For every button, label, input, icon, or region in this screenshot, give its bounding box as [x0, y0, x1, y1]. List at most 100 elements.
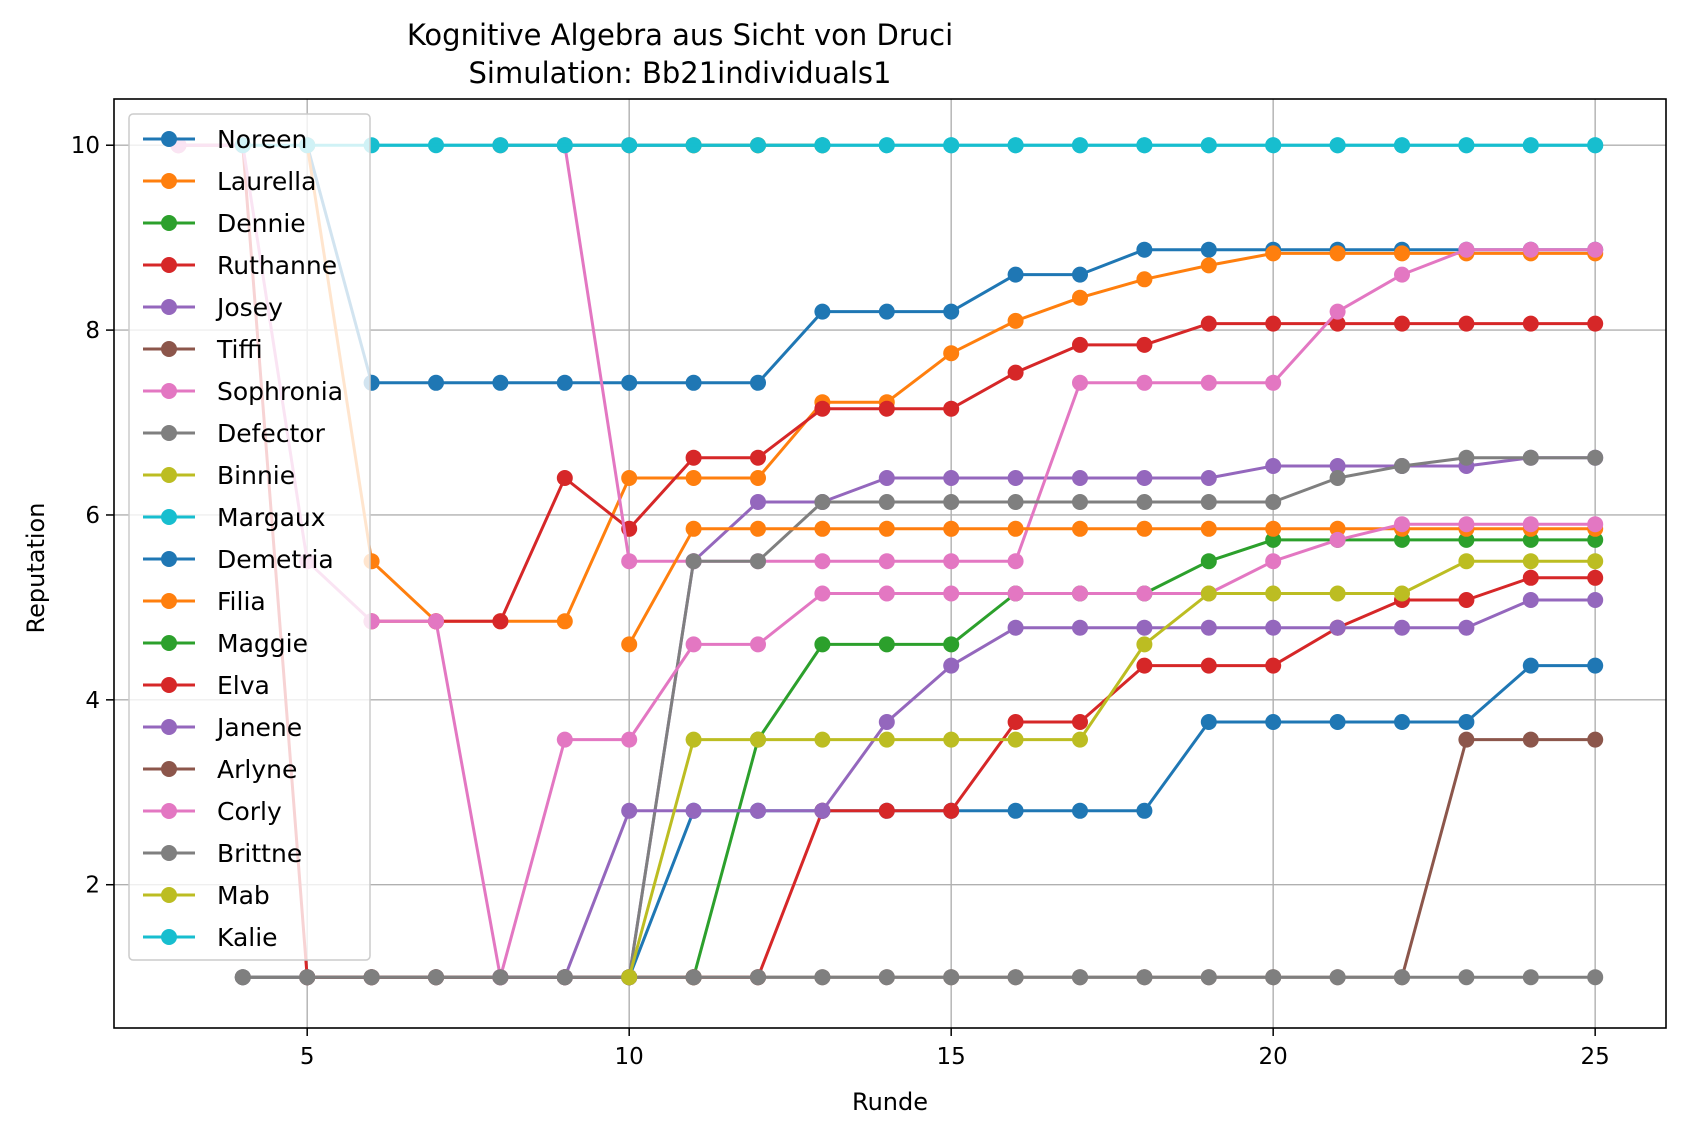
legend-label: Margaux	[217, 503, 326, 532]
data-point	[1522, 592, 1539, 608]
legend-label: Janene	[215, 713, 302, 742]
data-point	[1007, 585, 1024, 602]
data-point	[1265, 585, 1282, 602]
data-point	[814, 731, 831, 748]
series-janene	[492, 592, 1604, 986]
data-point	[621, 731, 638, 748]
data-point	[1587, 569, 1604, 586]
data-point	[1200, 137, 1217, 154]
x-tick-label: 15	[937, 1044, 966, 1070]
data-point	[1200, 257, 1217, 274]
legend-label: Josey	[215, 293, 283, 322]
data-point	[1136, 336, 1153, 353]
legend-marker	[161, 635, 177, 651]
data-point	[878, 520, 895, 537]
data-point	[1522, 241, 1539, 258]
legend-label: Filia	[217, 587, 266, 616]
legend-label: Mab	[217, 881, 270, 910]
legend-entry: Noreen	[143, 125, 307, 154]
data-point	[1329, 714, 1346, 730]
data-point	[750, 553, 766, 570]
data-point	[1136, 137, 1153, 154]
legend-label: Kalie	[217, 923, 278, 952]
data-point	[1072, 336, 1088, 353]
data-point	[1007, 470, 1024, 486]
data-point	[428, 613, 444, 630]
data-point	[1072, 289, 1088, 306]
data-point	[878, 636, 895, 653]
legend-marker	[161, 761, 177, 777]
legend-entry: Dennie	[143, 209, 306, 238]
data-point	[814, 303, 831, 320]
data-point	[1007, 312, 1024, 329]
series-layer	[170, 137, 1604, 986]
legend-label: Elva	[217, 671, 270, 700]
data-point	[1458, 592, 1475, 608]
data-point	[1265, 494, 1282, 510]
legend-marker	[161, 677, 177, 693]
legend-marker	[161, 803, 177, 819]
series-line	[627, 456, 1596, 978]
legend-marker	[161, 467, 177, 483]
legend-marker	[161, 551, 177, 567]
legend-entry: Arlyne	[143, 755, 297, 784]
data-point	[1072, 969, 1088, 986]
data-point	[1587, 553, 1604, 570]
data-point	[1136, 470, 1153, 486]
data-point	[1329, 969, 1346, 986]
data-point	[943, 657, 960, 674]
data-point	[814, 969, 831, 986]
data-point	[1587, 969, 1604, 986]
data-point	[1200, 494, 1217, 510]
data-point	[556, 470, 573, 486]
legend-entry: Tiffi	[143, 335, 263, 364]
data-point	[1458, 516, 1475, 533]
data-point	[1200, 585, 1217, 602]
legend-entry: Ruthanne	[143, 251, 337, 280]
legend-entry: Laurella	[143, 167, 316, 196]
data-point	[1265, 553, 1282, 570]
data-point	[1522, 449, 1539, 466]
data-point	[814, 585, 831, 602]
data-point	[621, 553, 638, 570]
legend-marker	[161, 131, 177, 147]
data-point	[1007, 553, 1024, 570]
data-point	[685, 636, 702, 653]
data-point	[1136, 619, 1153, 636]
data-point	[1329, 458, 1346, 474]
data-point	[1394, 245, 1410, 262]
data-point	[1394, 516, 1410, 533]
data-point	[1136, 241, 1153, 258]
data-point	[1329, 470, 1346, 486]
data-point	[685, 520, 702, 537]
legend-marker	[161, 215, 177, 231]
legend-marker	[161, 845, 177, 861]
legend-marker	[161, 425, 177, 441]
series-ruthanne	[363, 315, 1604, 630]
legend: Noreen Laurella Dennie Ruthanne Josey Tiffi So…	[128, 113, 371, 961]
data-point	[1136, 494, 1153, 510]
data-point	[878, 802, 895, 819]
data-point	[1522, 516, 1539, 533]
data-point	[1265, 245, 1282, 262]
data-point	[685, 449, 702, 466]
data-point	[1522, 569, 1539, 586]
data-point	[1394, 458, 1410, 474]
data-point	[1329, 520, 1346, 537]
data-point	[685, 802, 702, 819]
data-point	[492, 613, 509, 630]
data-point	[1007, 494, 1024, 510]
data-point	[1394, 137, 1410, 154]
data-point	[1458, 137, 1475, 154]
series-mab	[621, 553, 1604, 986]
data-point	[1200, 241, 1217, 258]
data-point	[1522, 969, 1539, 986]
data-point	[750, 969, 766, 986]
data-point	[1394, 531, 1410, 548]
data-point	[1587, 449, 1604, 466]
data-point	[1394, 585, 1410, 602]
legend-label: Corly	[217, 797, 282, 826]
legend-label: Dennie	[217, 209, 306, 238]
data-point	[685, 553, 702, 570]
